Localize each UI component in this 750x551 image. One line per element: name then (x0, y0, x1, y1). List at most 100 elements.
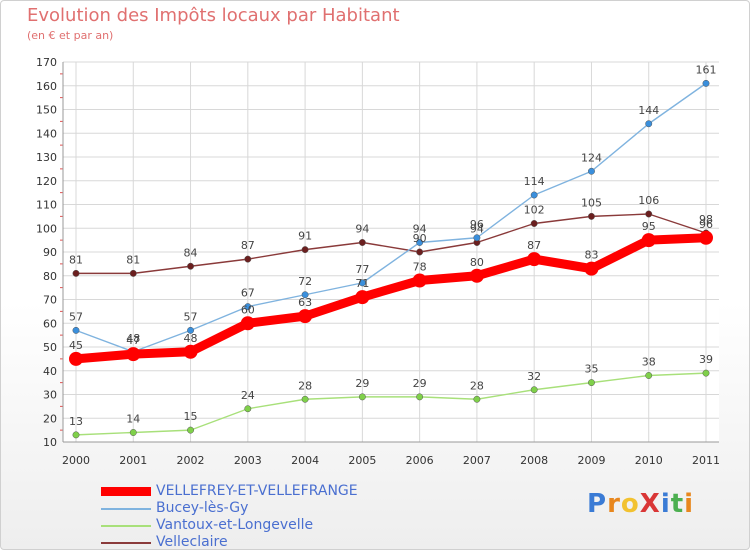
legend-label: VELLEFREY-ET-VELLEFRANGE (156, 483, 358, 499)
data-label: 106 (638, 194, 659, 207)
y-tick-label: 70 (43, 294, 57, 307)
data-point (588, 212, 595, 220)
data-label: 28 (298, 379, 312, 392)
y-tick-label: 160 (36, 80, 57, 93)
y-tick-label: 80 (43, 270, 57, 283)
legend-swatch (101, 542, 151, 544)
data-label: 28 (470, 379, 484, 392)
data-label: 29 (413, 377, 427, 390)
y-tick-label: 140 (36, 127, 57, 140)
legend-swatch (101, 508, 151, 510)
proxiti-logo: ProXiti (587, 489, 694, 519)
data-label: 63 (298, 296, 312, 309)
data-label: 39 (699, 353, 713, 366)
data-point (301, 246, 309, 254)
data-label: 95 (642, 220, 656, 233)
data-label: 144 (638, 104, 659, 117)
data-point (358, 393, 366, 401)
y-tick-label: 60 (43, 317, 57, 330)
data-point (69, 351, 83, 366)
logo-letter: t (670, 489, 685, 519)
data-label: 94 (413, 223, 427, 236)
y-tick-label: 10 (43, 436, 57, 449)
x-tick-label: 2005 (348, 454, 376, 467)
data-point (702, 79, 710, 87)
data-point (699, 230, 713, 245)
x-tick-label: 2004 (291, 454, 319, 467)
data-label: 114 (524, 175, 545, 188)
legend-label: Velleclaire (156, 534, 228, 550)
data-label: 161 (696, 63, 717, 76)
series-line (75, 233, 707, 364)
data-point (530, 191, 538, 199)
logo-letter: i (660, 489, 671, 519)
x-tick-label: 2011 (692, 454, 720, 467)
data-point (416, 239, 424, 246)
data-label: 94 (355, 223, 369, 236)
data-label: 90 (413, 232, 427, 245)
data-point (416, 393, 424, 401)
y-tick-label: 110 (36, 199, 57, 212)
data-label: 15 (184, 410, 198, 423)
data-point (645, 372, 653, 379)
x-tick-label: 2000 (62, 454, 90, 467)
data-point (358, 279, 366, 287)
data-label: 94 (470, 223, 484, 236)
data-point (244, 405, 252, 413)
logo-letter: o (620, 489, 640, 519)
data-label: 102 (524, 204, 545, 217)
data-label: 72 (298, 275, 312, 288)
y-tick-label: 50 (43, 341, 57, 354)
data-label: 35 (584, 363, 598, 376)
data-point (588, 379, 595, 387)
data-point (530, 220, 538, 227)
data-point (355, 290, 370, 305)
y-tick-label: 150 (36, 104, 57, 117)
data-label: 81 (69, 253, 83, 266)
data-label: 87 (527, 239, 541, 252)
series-line (75, 82, 707, 353)
x-tick-label: 2008 (520, 454, 548, 467)
data-label: 29 (355, 377, 369, 390)
data-point (72, 431, 80, 439)
logo-letter: X (639, 489, 661, 519)
y-tick-label: 90 (43, 246, 57, 259)
data-point (187, 326, 194, 334)
x-tick-label: 2003 (234, 454, 262, 467)
data-point (183, 344, 198, 359)
data-point (412, 273, 427, 288)
chart-title: Evolution des Impôts locaux par Habitant (27, 5, 400, 26)
data-point (530, 386, 538, 394)
data-point (129, 269, 137, 277)
data-point (298, 309, 313, 324)
legend-label: Vantoux-et-Longevelle (156, 517, 314, 533)
y-tick-label: 120 (36, 175, 57, 188)
logo-letter: r (607, 489, 621, 519)
x-tick-label: 2007 (463, 454, 491, 467)
data-point (645, 120, 653, 128)
y-tick-label: 30 (43, 389, 57, 402)
legend-item: Vantoux-et-Longevelle (101, 517, 401, 534)
data-label: 57 (184, 310, 198, 323)
chart-legend: VELLEFREY-ET-VELLEFRANGE Bucey-lès-Gy Vant… (101, 483, 401, 551)
legend-swatch (101, 525, 151, 527)
data-label: 96 (699, 218, 713, 231)
data-label: 91 (298, 230, 312, 243)
data-label: 24 (241, 389, 255, 402)
data-label: 96 (470, 218, 484, 231)
data-label: 105 (581, 196, 602, 209)
logo-letter: i (684, 489, 695, 519)
data-label: 98 (699, 213, 713, 226)
legend-item: VELLEFREY-ET-VELLEFRANGE (101, 483, 401, 500)
x-tick-label: 2006 (406, 454, 434, 467)
chart-subtitle: (en € et par an) (27, 29, 114, 42)
data-point (129, 429, 137, 436)
data-label: 84 (184, 246, 198, 259)
data-label: 124 (581, 151, 602, 164)
y-tick-label: 100 (36, 222, 57, 235)
y-tick-label: 20 (43, 412, 57, 425)
data-point (473, 234, 481, 242)
data-point (527, 252, 542, 267)
